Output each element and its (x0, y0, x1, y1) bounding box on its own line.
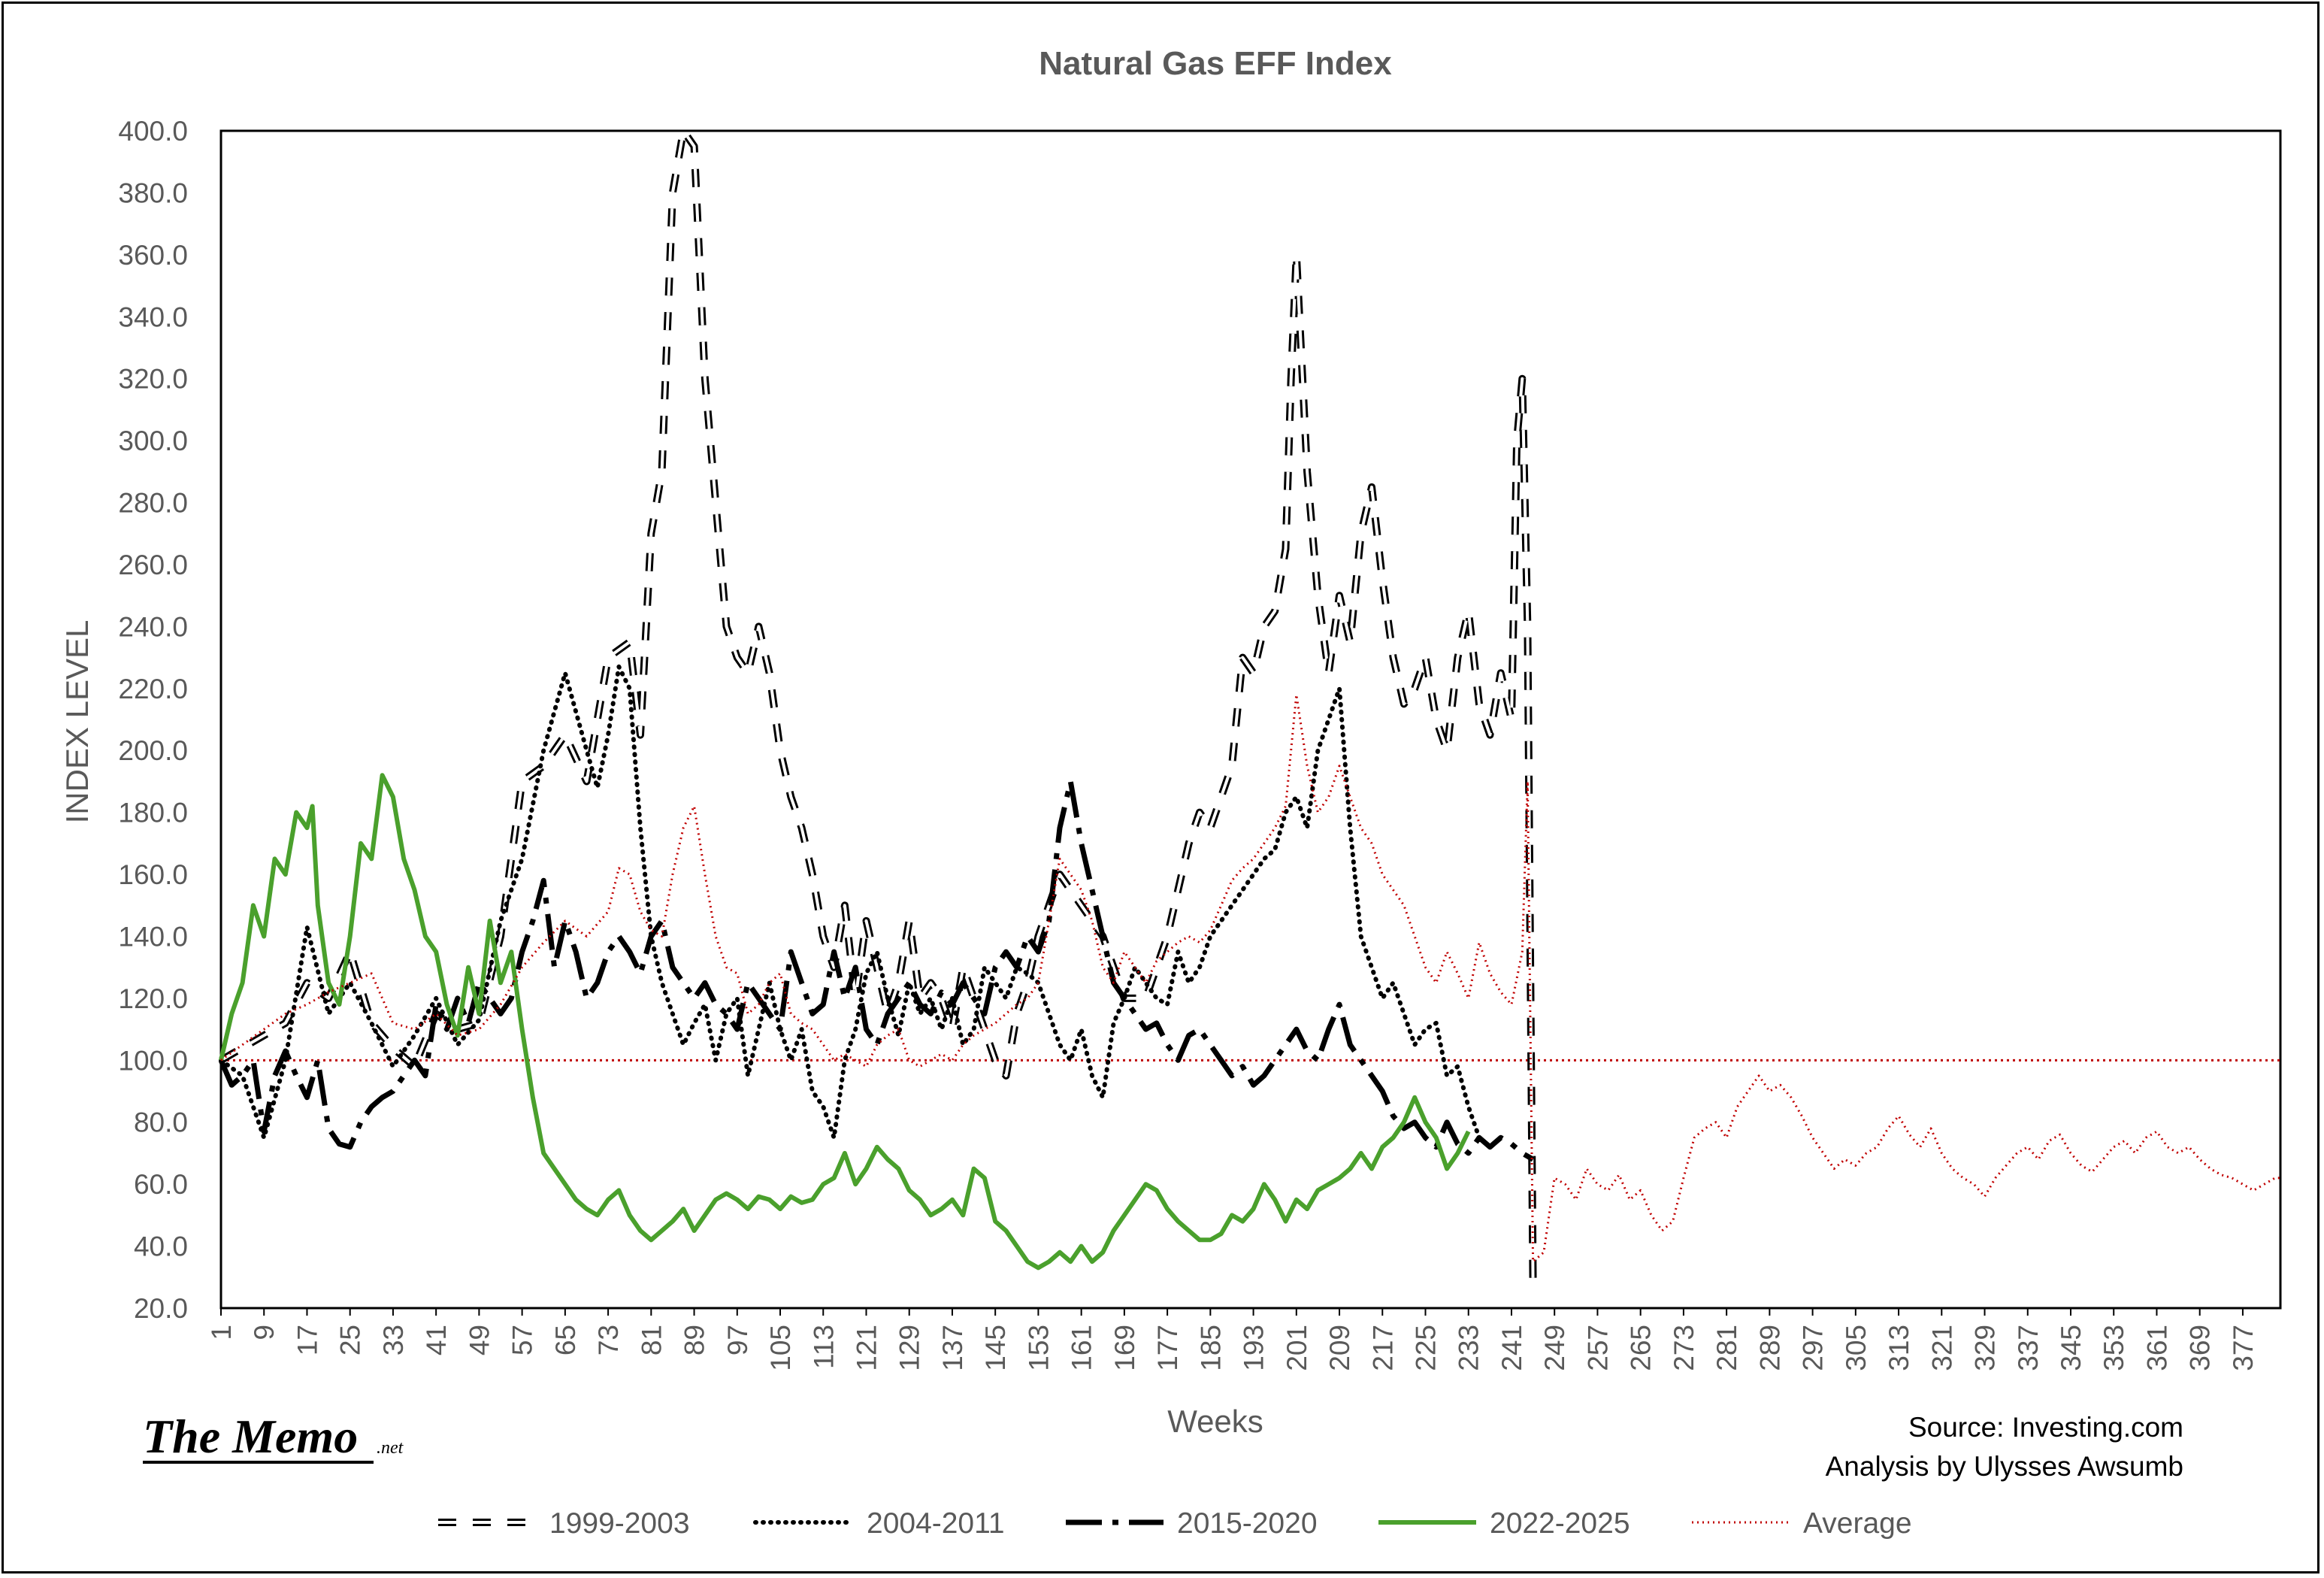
y-tick-label: 300.0 (118, 426, 188, 456)
x-tick-label: 41 (421, 1325, 452, 1355)
y-axis-label: INDEX LEVEL (59, 620, 95, 824)
x-tick-label: 281 (1711, 1325, 1742, 1371)
x-tick-label: 257 (1582, 1325, 1613, 1371)
x-tick-label: 361 (2141, 1325, 2172, 1371)
y-tick-label: 120.0 (118, 983, 188, 1014)
x-tick-label: 353 (2099, 1325, 2129, 1371)
x-tick-label: 137 (937, 1325, 968, 1371)
y-tick-label: 180.0 (118, 798, 188, 828)
y-tick-label: 220.0 (118, 674, 188, 704)
x-tick-label: 297 (1798, 1325, 1829, 1371)
x-tick-label: 33 (378, 1325, 409, 1355)
y-tick-label: 340.0 (118, 301, 188, 332)
series-line-2022-2025 (219, 773, 1471, 1271)
y-tick-label: 100.0 (118, 1045, 188, 1076)
y-tick-label: 360.0 (118, 240, 188, 271)
y-tick-label: 240.0 (118, 611, 188, 642)
x-tick-label: 161 (1067, 1325, 1097, 1371)
series-line-2015-2020 (218, 778, 1535, 1162)
x-tick-label: 345 (2056, 1325, 2086, 1371)
y-tick-label: 20.0 (134, 1293, 188, 1324)
series-line-1999-2003-inner (220, 129, 1535, 1284)
x-tick-label: 73 (593, 1325, 624, 1355)
x-tick-label: 313 (1884, 1325, 1914, 1371)
x-tick-label: 57 (507, 1325, 538, 1355)
chart-svg: Natural Gas EFF Index INDEX LEVEL Weeks … (59, 45, 2282, 1540)
series-line-2004-2011 (219, 664, 1481, 1140)
x-tick-label: 65 (550, 1325, 581, 1355)
x-tick-label: 17 (292, 1325, 322, 1355)
legend-label: Average (1803, 1507, 1912, 1540)
analysis-credit: Analysis by Ulysses Awsumb (1826, 1451, 2183, 1482)
x-ticks: 1 9 17 25 33 41 49 57 65 73 81 89 97 105 113 121 129 137 1… (206, 1308, 2259, 1371)
x-tick-label: 321 (1926, 1325, 1957, 1371)
legend-label: 2015-2020 (1177, 1507, 1318, 1540)
x-tick-label: 233 (1454, 1325, 1484, 1371)
x-tick-label: 9 (249, 1325, 280, 1340)
legend-label: 2022-2025 (1490, 1507, 1630, 1540)
legend: 1999-2003 2004-2011 2015-2020 2022-2025 Aver… (438, 1507, 1912, 1540)
x-tick-label: 273 (1669, 1325, 1699, 1371)
x-tick-label: 97 (722, 1325, 753, 1355)
x-tick-label: 81 (636, 1325, 667, 1355)
x-tick-label: 185 (1195, 1325, 1226, 1371)
y-tick-label: 200.0 (118, 735, 188, 766)
x-tick-label: 329 (1970, 1325, 2001, 1371)
plot-area (218, 127, 2282, 1310)
x-tick-label: 145 (980, 1325, 1011, 1371)
y-tick-label: 80.0 (134, 1107, 188, 1138)
y-tick-label: 280.0 (118, 488, 188, 519)
x-tick-label: 305 (1841, 1325, 1872, 1371)
x-tick-label: 153 (1023, 1325, 1054, 1371)
x-tick-label: 89 (679, 1325, 710, 1355)
y-tick-label: 40.0 (134, 1231, 188, 1262)
y-tick-label: 260.0 (118, 550, 188, 580)
x-tick-label: 225 (1411, 1325, 1442, 1371)
logo-suffix: .net (377, 1438, 404, 1458)
x-tick-label: 49 (464, 1325, 495, 1355)
x-tick-label: 337 (2013, 1325, 2044, 1371)
logo-text: The Memo (143, 1410, 358, 1463)
x-tick-label: 177 (1152, 1325, 1183, 1371)
source-note: Source: Investing.com (1908, 1412, 2183, 1443)
x-tick-label: 193 (1239, 1325, 1269, 1371)
x-tick-label: 377 (2228, 1325, 2259, 1371)
logo: The Memo .net (143, 1410, 404, 1464)
x-tick-label: 217 (1367, 1325, 1398, 1371)
y-tick-label: 160.0 (118, 859, 188, 890)
x-tick-label: 121 (851, 1325, 882, 1371)
x-axis-label: Weeks (1167, 1404, 1263, 1439)
x-tick-label: 265 (1626, 1325, 1657, 1371)
y-ticks: 20.0 40.0 60.0 80.0 100.0 120.0 140.0 160.0 180.… (118, 116, 188, 1324)
chart-title: Natural Gas EFF Index (1039, 45, 1392, 82)
y-tick-label: 400.0 (118, 116, 188, 147)
x-tick-label: 169 (1109, 1325, 1140, 1371)
x-tick-label: 209 (1324, 1325, 1355, 1371)
x-tick-label: 249 (1539, 1325, 1570, 1371)
x-tick-label: 201 (1282, 1325, 1312, 1371)
x-tick-label: 105 (765, 1325, 796, 1371)
x-tick-label: 241 (1496, 1325, 1527, 1371)
x-tick-label: 129 (894, 1325, 925, 1371)
y-tick-label: 60.0 (134, 1169, 188, 1200)
x-tick-label: 1 (206, 1325, 237, 1340)
y-tick-label: 380.0 (118, 177, 188, 208)
y-tick-label: 140.0 (118, 921, 188, 952)
x-tick-label: 25 (335, 1325, 366, 1355)
plot-border (219, 129, 2282, 1310)
legend-label: 1999-2003 (549, 1507, 690, 1540)
y-tick-label: 320.0 (118, 364, 188, 395)
x-tick-label: 369 (2185, 1325, 2216, 1371)
x-tick-label: 113 (808, 1325, 839, 1369)
legend-label: 2004-2011 (867, 1507, 1005, 1540)
x-tick-label: 289 (1754, 1325, 1785, 1371)
